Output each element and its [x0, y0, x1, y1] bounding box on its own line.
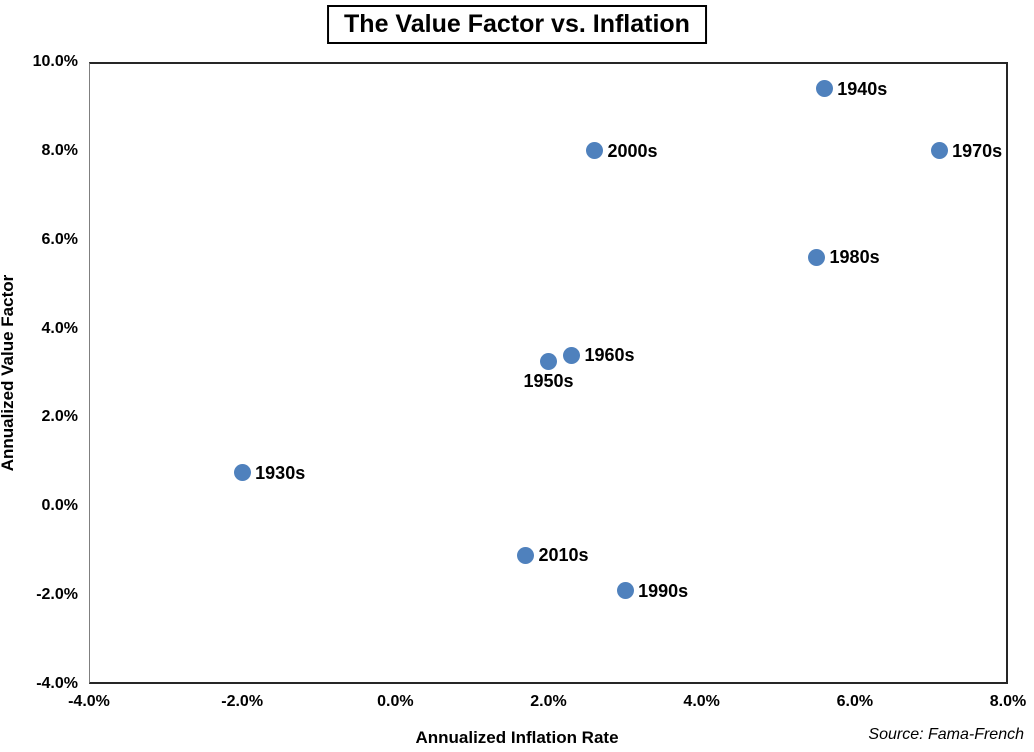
y-axis-tick-label: -4.0%	[36, 675, 78, 692]
point-label-2000s: 2000s	[607, 140, 658, 161]
x-axis-tick-label: -4.0%	[68, 693, 110, 710]
source-note: Source: Fama-French	[868, 726, 1024, 743]
y-axis-tick-label: 4.0%	[41, 319, 78, 337]
chart-title: The Value Factor vs. Inflation	[327, 5, 707, 44]
x-axis-title: Annualized Inflation Rate	[415, 728, 619, 747]
point-label-1990s: 1990s	[638, 580, 689, 601]
y-axis-tick-label: 8.0%	[41, 141, 78, 159]
data-point-1940s	[815, 80, 833, 98]
x-axis-tick-label: -2.0%	[221, 693, 264, 710]
x-axis-tick-label: 4.0%	[683, 693, 720, 710]
y-axis-tick-label: -2.0%	[36, 586, 78, 604]
point-label-1940s: 1940s	[837, 78, 888, 99]
data-point-1970s	[930, 142, 948, 160]
data-point-2010s	[517, 546, 535, 564]
x-axis-tick-label: 6.0%	[836, 693, 874, 710]
data-point-1950s	[540, 353, 557, 371]
data-point-1990s	[616, 582, 634, 600]
point-label-1980s: 1980s	[829, 247, 880, 268]
data-point-1930s	[233, 464, 251, 482]
data-point-2000s	[585, 142, 603, 160]
point-label-1930s: 1930s	[255, 462, 306, 483]
data-point-1980s	[808, 248, 826, 266]
point-label-1950s: 1950s	[523, 370, 574, 391]
point-label-2010s: 2010s	[538, 545, 589, 566]
point-label-1960s: 1960s	[584, 345, 635, 366]
x-axis-tick-label: 2.0%	[530, 693, 567, 710]
y-axis-tick-label: 0.0%	[41, 497, 78, 515]
x-axis-tick-label: 0.0%	[377, 693, 414, 710]
y-axis-tick-label: 2.0%	[41, 408, 78, 426]
data-point-1960s	[562, 346, 580, 364]
plot-area	[89, 62, 1008, 684]
x-axis-tick-label: 8.0%	[989, 693, 1027, 710]
y-axis-tick-label: 6.0%	[41, 230, 78, 248]
y-axis-title: Annualized Value Factor	[0, 274, 17, 472]
point-label-1970s: 1970s	[952, 140, 1003, 161]
y-axis-tick-label: 10.0%	[32, 53, 78, 70]
